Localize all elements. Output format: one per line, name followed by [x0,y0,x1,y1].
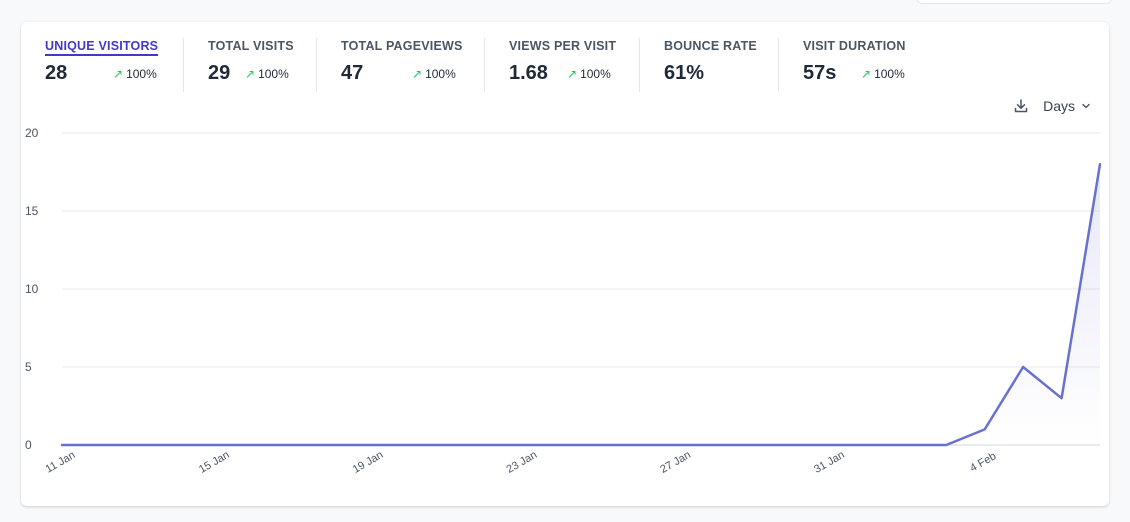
visitors-chart: 0 5 10 15 20 11 Jan 15 Jan 19 Jan 23 Jan 27 Jan 31… [25,126,1102,476]
y-tick-label: 5 [25,360,32,374]
stat-change: ↗ 100% [861,67,905,81]
interval-label: Days [1043,98,1075,114]
stat-value: 1.68 [509,62,548,84]
stat-change-value: 100% [126,67,157,81]
x-tick-label: 11 Jan [44,449,78,476]
x-tick-label: 23 Jan [505,449,540,476]
divider [183,38,184,92]
download-icon[interactable] [1013,98,1029,114]
stat-label: UNIQUE VISITORS [45,39,159,56]
series-area [62,164,1100,445]
stat-change-value: 100% [258,67,289,81]
x-tick-label: 15 Jan [197,449,232,476]
divider [316,38,317,92]
stat-label: VIEWS PER VISIT [509,39,617,53]
stat-value: 28 [45,62,68,84]
arrow-up-right-icon: ↗ [567,67,578,81]
chevron-down-icon [1082,103,1090,109]
y-tick-label: 20 [25,126,39,140]
stat-change-value: 100% [425,67,456,81]
stat-change: ↗ 100% [245,67,289,81]
interval-select[interactable]: Days [1043,98,1091,114]
divider [639,38,640,92]
arrow-up-right-icon: ↗ [245,67,256,81]
x-tick-label: 31 Jan [812,449,847,476]
stat-label: TOTAL VISITS [208,39,294,53]
stat-value: 47 [341,62,364,84]
stat-label: TOTAL PAGEVIEWS [341,39,463,53]
arrow-up-right-icon: ↗ [113,67,124,81]
x-tick-label: 27 Jan [658,449,693,476]
dashboard-card: UNIQUE VISITORS 28 ↗ 100% TOTAL VISITS 2… [21,22,1109,506]
stat-label: BOUNCE RATE [664,39,757,53]
stat-change: ↗ 100% [412,67,456,81]
stat-change-value: 100% [580,67,611,81]
stat-value: 29 [208,62,231,84]
y-tick-label: 10 [25,282,39,296]
stat-change: ↗ 100% [113,67,157,81]
stat-change-value: 100% [874,67,905,81]
y-tick-label: 15 [25,204,39,218]
stat-label: VISIT DURATION [803,39,906,53]
arrow-up-right-icon: ↗ [861,67,872,81]
x-tick-label: 4 Feb [968,450,998,474]
stat-change: ↗ 100% [567,67,611,81]
x-tick-label: 19 Jan [351,449,386,476]
divider [778,38,779,92]
series-line [60,162,1102,447]
divider [484,38,485,92]
y-tick-label: 0 [25,438,32,452]
stat-value: 57s [803,62,837,84]
arrow-up-right-icon: ↗ [412,67,423,81]
top-chip [916,0,1112,4]
chart-controls: Days [1013,98,1091,114]
stat-value: 61% [664,62,705,84]
